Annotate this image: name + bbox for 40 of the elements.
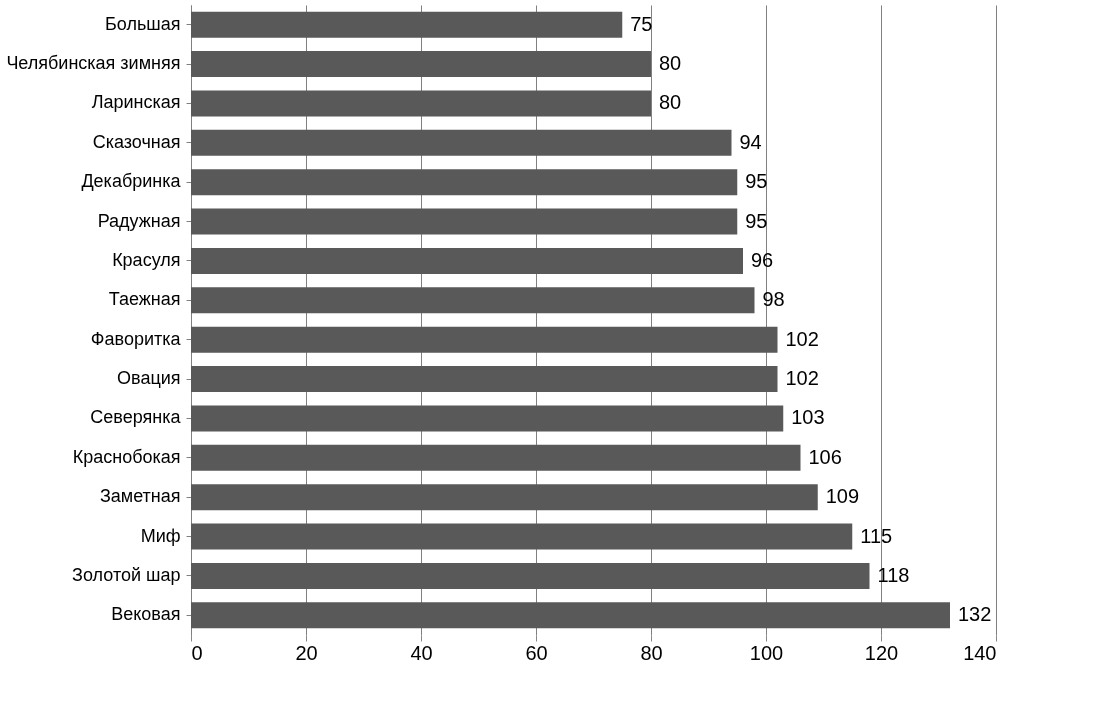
y-tick-label: Фаворитка [90, 328, 182, 349]
data-label: 96 [751, 248, 774, 271]
x-tick-label: 60 [525, 641, 548, 664]
data-label: 106 [808, 445, 842, 468]
y-tick-label: Краснобокая [72, 446, 181, 467]
data-label: 75 [630, 12, 653, 35]
y-tick-label: Декабринка [81, 171, 182, 192]
data-label: 109 [825, 485, 860, 508]
x-tick-label: 140 [963, 641, 997, 664]
x-tick-label: 80 [640, 641, 663, 664]
y-tick-label: Челябинская зимняя [6, 53, 181, 74]
data-label: 94 [739, 130, 762, 153]
x-tick-label: 20 [295, 641, 318, 664]
y-tick-label: Заметная [99, 486, 181, 507]
data-label: 103 [791, 406, 825, 429]
x-tick-label: 0 [191, 641, 203, 664]
y-tick-label: Сказочная [92, 131, 181, 152]
y-tick-label: Миф [140, 525, 181, 546]
y-tick-label: Радужная [97, 210, 181, 231]
data-label: 98 [762, 288, 785, 311]
data-label: 80 [659, 52, 682, 75]
data-label: 80 [659, 91, 682, 114]
y-tick-label: Большая [104, 13, 181, 34]
y-tick-label: Овация [117, 368, 181, 389]
y-tick-label: Таежная [108, 289, 181, 310]
data-label: 115 [860, 524, 893, 547]
data-label: 95 [745, 170, 768, 193]
y-tick-label: Ларинская [91, 92, 181, 113]
y-tick-label: Вековая [111, 604, 181, 625]
x-tick-label: 100 [749, 641, 784, 664]
x-tick-label: 120 [864, 641, 899, 664]
data-label: 102 [785, 367, 819, 390]
y-tick-label: Золотой шар [72, 564, 181, 585]
y-tick-label: Красуля [112, 249, 181, 270]
data-label: 95 [745, 209, 768, 232]
data-label: 118 [877, 563, 910, 586]
x-tick-label: 40 [410, 641, 433, 664]
data-label: 102 [785, 327, 819, 350]
data-label: 132 [958, 603, 992, 626]
y-tick-label: Северянка [90, 407, 182, 428]
